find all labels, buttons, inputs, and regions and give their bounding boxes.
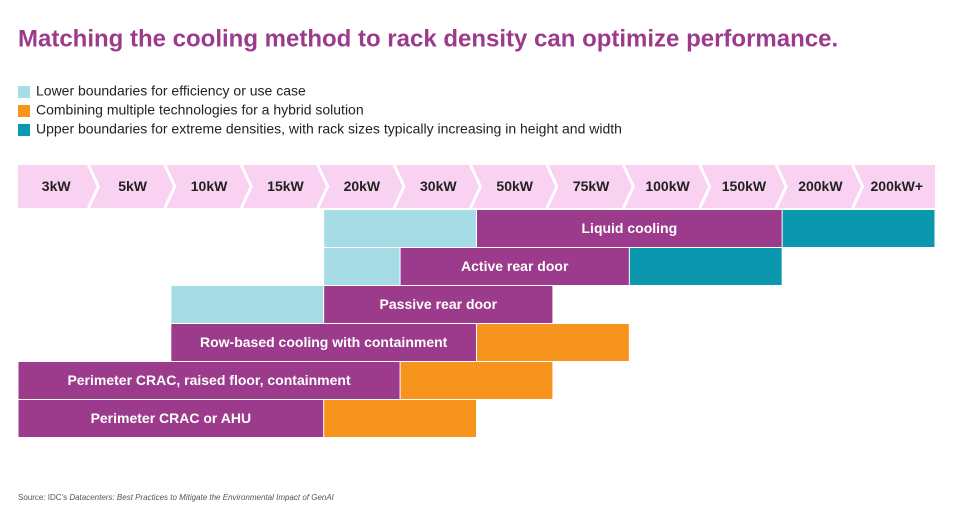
segment — [324, 248, 400, 285]
row-label: Perimeter CRAC or AHU — [91, 410, 252, 426]
segment — [324, 400, 476, 437]
row-label: Row-based cooling with containment — [200, 334, 448, 350]
legend-label: Upper boundaries for extreme densities, … — [36, 121, 622, 137]
segment — [400, 248, 629, 285]
column-label: 3kW — [42, 178, 72, 194]
chevron — [469, 164, 483, 209]
source-prefix: Source: IDC's — [18, 493, 69, 502]
chevron — [698, 164, 712, 209]
source: Source: IDC's Datacenters: Best Practice… — [18, 493, 335, 502]
legend-swatch — [18, 124, 30, 136]
column-label: 75kW — [573, 178, 610, 194]
segment — [629, 248, 782, 285]
row-label: Liquid cooling — [582, 220, 678, 236]
column-label: 200kW — [798, 178, 843, 194]
title: Matching the cooling method to rack dens… — [18, 25, 838, 52]
segment — [400, 362, 553, 399]
chevron — [239, 164, 253, 209]
segment — [171, 324, 477, 361]
chevron — [621, 164, 635, 209]
legend-swatch — [18, 86, 30, 98]
chevron — [392, 164, 406, 209]
column-label: 100kW — [645, 178, 690, 194]
header-band — [18, 165, 935, 208]
legend-swatch — [18, 105, 30, 117]
column-label: 200kW+ — [871, 178, 924, 194]
segment — [324, 210, 476, 247]
chevron — [163, 164, 177, 209]
segment — [477, 324, 629, 361]
column-label: 10kW — [191, 178, 228, 194]
column-label: 5kW — [118, 178, 148, 194]
segment — [18, 362, 400, 399]
row-label: Passive rear door — [380, 296, 498, 312]
chevron — [316, 164, 330, 209]
chevron — [851, 164, 865, 209]
source-title: Datacenters: Best Practices to Mitigate … — [69, 493, 334, 502]
chevron — [774, 164, 788, 209]
segment — [782, 210, 935, 247]
segment — [324, 286, 553, 323]
chevron — [87, 164, 101, 209]
row-label: Active rear door — [461, 258, 569, 274]
column-label: 30kW — [420, 178, 457, 194]
row-label: Perimeter CRAC, raised floor, containmen… — [67, 372, 351, 388]
column-label: 50kW — [496, 178, 533, 194]
column-label: 15kW — [267, 178, 304, 194]
segment — [18, 400, 324, 437]
column-label: 20kW — [344, 178, 381, 194]
segment — [477, 210, 782, 247]
chevron — [545, 164, 559, 209]
legend-label: Lower boundaries for efficiency or use c… — [36, 83, 306, 99]
column-label: 150kW — [722, 178, 767, 194]
legend-label: Combining multiple technologies for a hy… — [36, 102, 364, 118]
segment — [171, 286, 324, 323]
